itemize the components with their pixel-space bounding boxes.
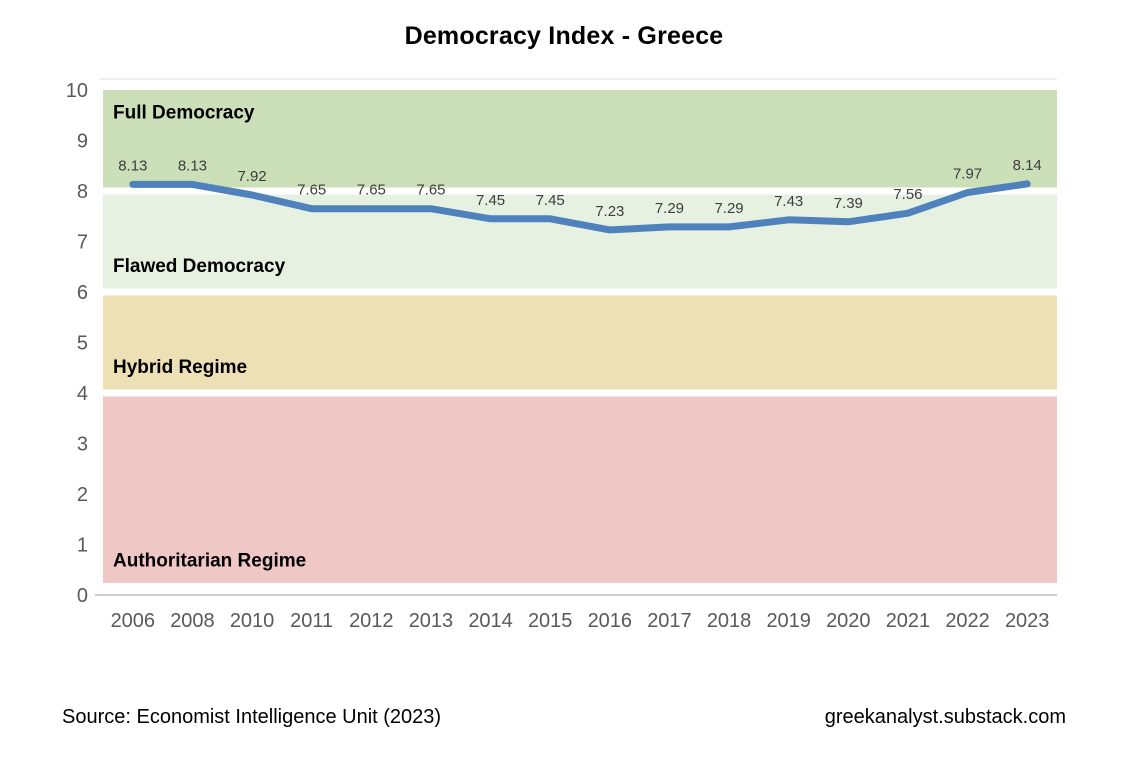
data-label-2022: 7.97 [953,166,982,183]
data-label-2021: 7.56 [893,186,922,203]
x-axis-tick-2019: 2019 [766,610,811,632]
data-label-2011: 7.65 [297,182,326,199]
x-axis-tick-2016: 2016 [588,610,633,632]
y-axis-tick-2: 2 [77,484,88,506]
democracy-index-greece--line [129,180,1031,234]
x-axis-tick-2015: 2015 [528,610,573,632]
y-axis-tick-8: 8 [77,181,88,203]
band-flawed-democracy [103,194,1057,289]
band-authoritarian-regime [103,396,1057,583]
y-axis-tick-0: 0 [77,585,88,607]
y-axis-tick-3: 3 [77,434,88,456]
x-axis-tick-2013: 2013 [409,610,454,632]
x-axis-tick-2011: 2011 [290,610,333,632]
x-axis-tick-2023: 2023 [1005,610,1050,632]
chart-title: Democracy Index - Greece [404,22,724,50]
x-axis-tick-2022: 2022 [945,610,990,632]
x-axis-tick-2018: 2018 [707,610,752,632]
data-label-2020: 7.39 [834,195,863,212]
data-label-2023: 8.14 [1013,157,1042,174]
band-label-full-democracy: Full Democracy [113,103,255,124]
y-axis-tick-4: 4 [77,383,88,405]
x-axis-tick-2008: 2008 [170,610,215,632]
data-label-2006: 8.13 [118,157,147,174]
y-axis-tick-7: 7 [77,232,88,254]
data-label-2018: 7.29 [714,200,743,217]
data-label-2017: 7.29 [655,200,684,217]
x-axis-tick-2021: 2021 [886,610,931,632]
data-label-2012: 7.65 [357,182,386,199]
y-axis-tick-1: 1 [77,535,88,557]
band-hybrid-regime [103,295,1057,390]
data-label-2016: 7.23 [595,203,624,220]
data-label-2010: 7.92 [237,168,266,185]
x-axis-tick-2020: 2020 [826,610,871,632]
site-credit-link[interactable]: greekanalyst.substack.com [824,706,1066,728]
y-axis-tick-9: 9 [77,131,88,153]
x-axis-tick-2017: 2017 [647,610,692,632]
data-label-2019: 7.43 [774,193,803,210]
data-label-2014: 7.45 [476,192,505,209]
x-axis-tick-2006: 2006 [111,610,156,632]
data-label-2008: 8.13 [178,157,207,174]
x-axis-tick-2012: 2012 [349,610,394,632]
band-full-democracy [103,90,1057,188]
band-label-authoritarian-regime: Authoritarian Regime [113,551,306,572]
band-label-hybrid-regime: Hybrid Regime [113,357,247,378]
data-label-2015: 7.45 [536,192,565,209]
x-axis-tick-2014: 2014 [468,610,513,632]
source-note: Source: Economist Intelligence Unit (202… [62,706,442,728]
y-axis-tick-5: 5 [77,333,88,355]
x-axis-tick-2010: 2010 [230,610,275,632]
y-axis-tick-6: 6 [77,282,88,304]
band-label-flawed-democracy: Flawed Democracy [113,256,286,277]
data-label-2013: 7.65 [416,182,445,199]
y-axis-tick-10: 10 [66,80,88,102]
